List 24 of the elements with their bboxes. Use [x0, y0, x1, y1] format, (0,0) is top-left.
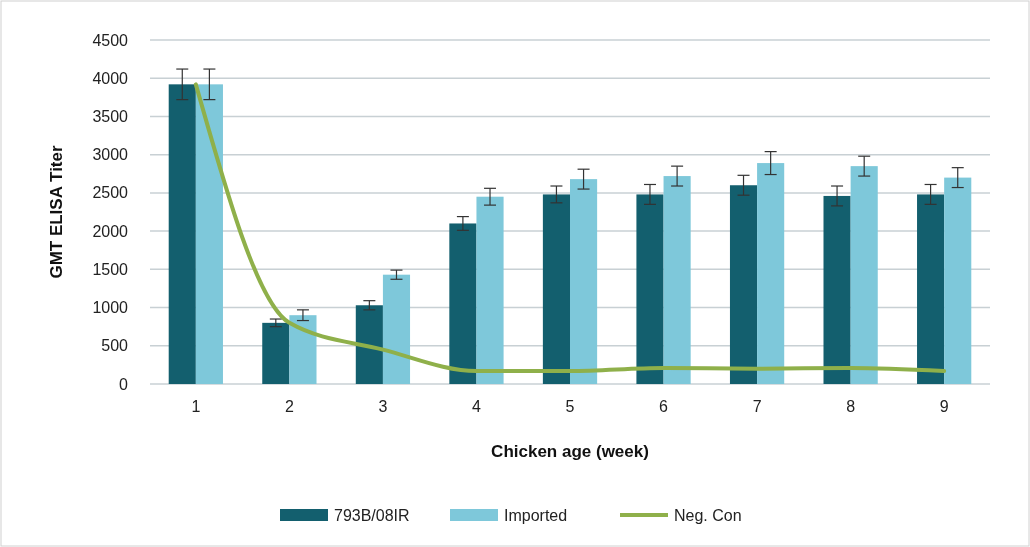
x-tick-label: 2	[284, 398, 294, 415]
legend-label: 793B/08IR	[334, 506, 410, 524]
x-tick-label: 4	[472, 398, 482, 415]
y-tick-label: 0	[119, 375, 129, 393]
y-tick-label: 500	[101, 337, 129, 355]
y-tick-label: 1500	[92, 260, 129, 278]
y-axis-title: GMT ELISA Titer	[47, 145, 66, 279]
x-tick-label: 3	[378, 398, 388, 415]
x-tick-label: 1	[191, 398, 201, 415]
x-tick-label: 8	[846, 398, 856, 415]
y-tick-label: 2000	[92, 222, 129, 240]
y-tick-label: 3500	[92, 108, 129, 126]
x-tick-label: 6	[659, 398, 669, 415]
y-tick-label: 1000	[92, 299, 129, 317]
y-tick-label: 2500	[92, 184, 129, 202]
legend-label: Neg. Con	[674, 506, 742, 524]
y-tick-label: 3000	[92, 146, 129, 164]
y-tick-label: 4000	[92, 69, 129, 87]
x-tick-label: 9	[939, 398, 949, 415]
y-tick-label: 4500	[92, 31, 129, 49]
x-tick-label: 7	[752, 398, 762, 415]
legend-label: Imported	[504, 506, 568, 524]
x-axis-title: Chicken age (week)	[491, 442, 649, 461]
x-tick-label: 5	[565, 398, 575, 415]
